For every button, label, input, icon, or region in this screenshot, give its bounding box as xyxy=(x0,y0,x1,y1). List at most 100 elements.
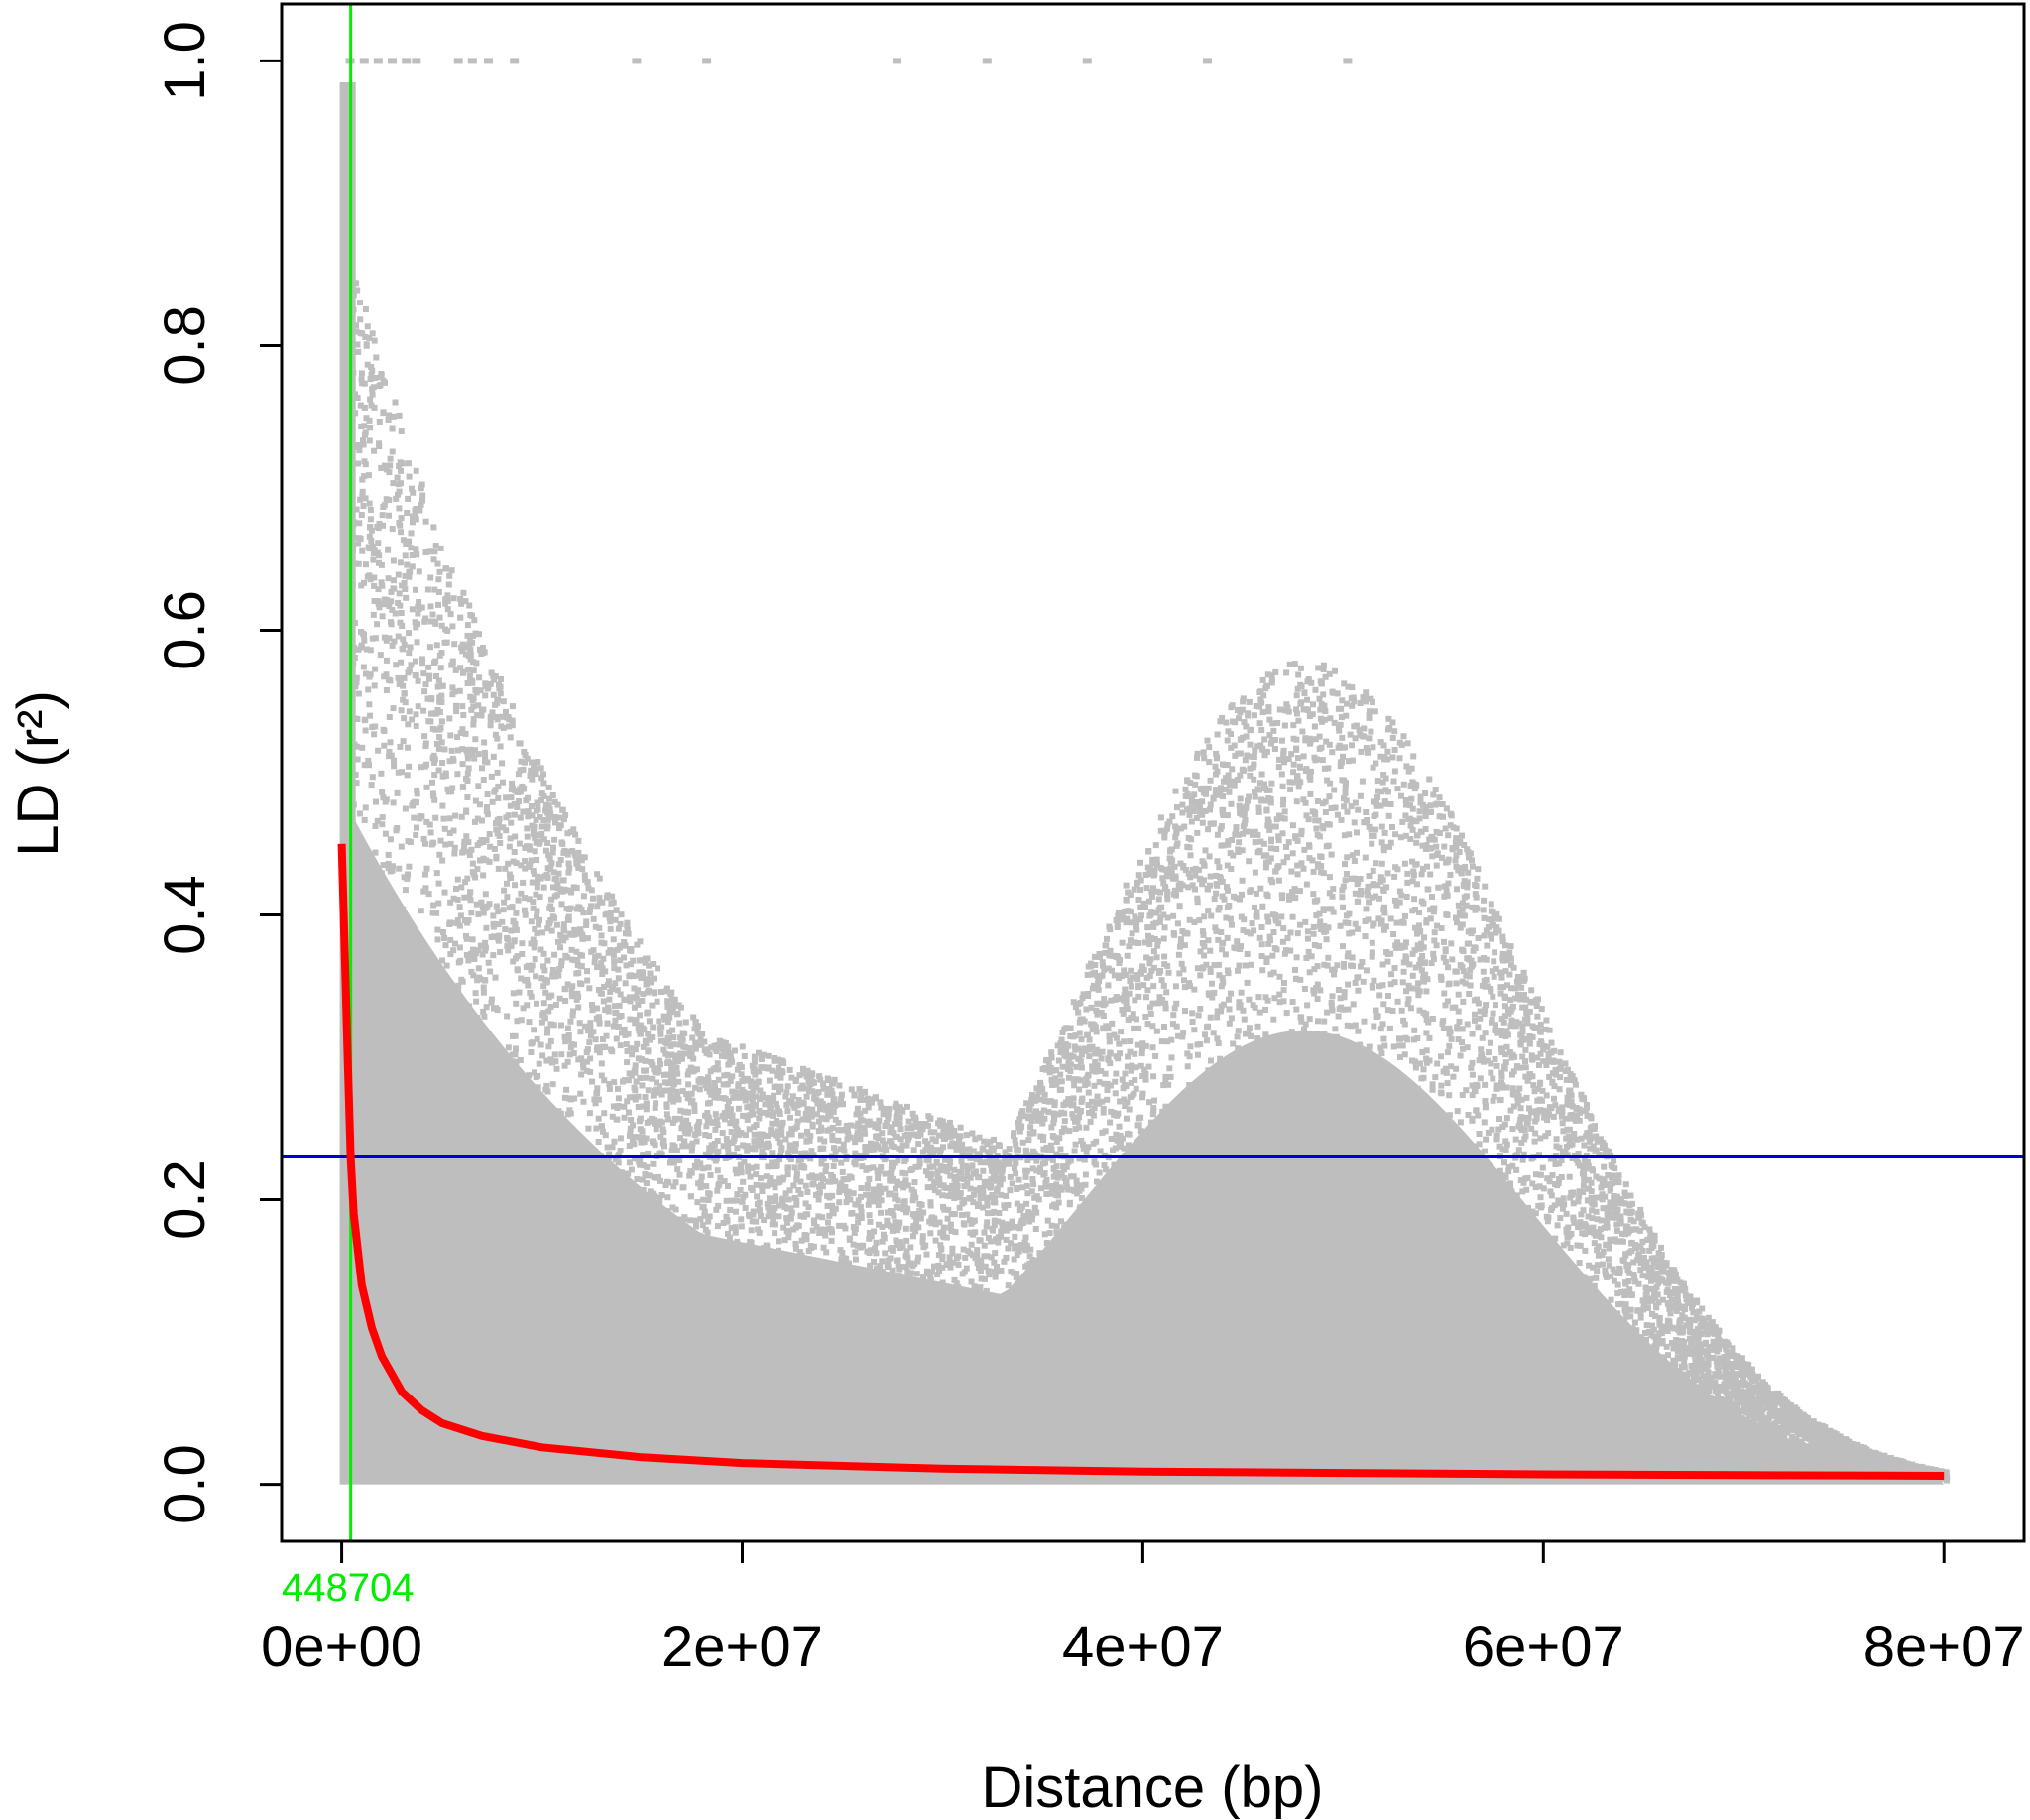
scatter-point xyxy=(794,1118,801,1125)
scatter-point xyxy=(1402,797,1409,803)
scatter-point xyxy=(345,800,352,807)
scatter-point xyxy=(1358,888,1364,894)
scatter-point xyxy=(1379,1021,1386,1028)
scatter-point xyxy=(1374,882,1381,889)
scatter-point xyxy=(1150,983,1157,990)
scatter-point xyxy=(473,901,480,908)
scatter-point xyxy=(1295,778,1302,785)
scatter-point xyxy=(1178,960,1185,967)
scatter-point xyxy=(606,1080,613,1087)
scatter-point xyxy=(633,1078,640,1085)
scatter-point xyxy=(1576,1260,1583,1266)
scatter-point xyxy=(771,1097,777,1104)
scatter-point xyxy=(371,404,378,411)
scatter-point xyxy=(1547,1155,1554,1162)
scatter-point xyxy=(1739,1365,1746,1372)
scatter-point xyxy=(1213,890,1220,897)
scatter-point xyxy=(1420,944,1427,951)
scatter-point xyxy=(1093,1029,1100,1035)
scatter-point xyxy=(1280,998,1287,1005)
scatter-point xyxy=(1311,1063,1318,1070)
scatter-point xyxy=(1659,1262,1666,1268)
scatter-point xyxy=(799,1099,806,1106)
scatter-point xyxy=(1690,1393,1697,1399)
scatter-point xyxy=(429,779,435,786)
scatter-point xyxy=(1667,1310,1674,1317)
scatter-point xyxy=(909,1110,916,1117)
scatter-point xyxy=(904,1308,911,1315)
scatter-point xyxy=(527,846,534,853)
scatter-point xyxy=(857,1203,864,1210)
scatter-point xyxy=(1220,778,1227,785)
scatter-point xyxy=(1380,1059,1387,1066)
scatter-point xyxy=(460,589,467,596)
scatter-point xyxy=(1337,995,1344,1002)
scatter-point xyxy=(776,1139,783,1146)
scatter-point xyxy=(1371,833,1377,839)
scatter-point xyxy=(1513,1019,1520,1026)
scatter-point xyxy=(1298,1018,1305,1025)
scatter-point xyxy=(1199,928,1206,935)
scatter-point xyxy=(1490,922,1496,929)
scatter-point xyxy=(1512,1136,1519,1143)
scatter-point xyxy=(580,1064,587,1071)
scatter-point xyxy=(1444,1166,1451,1173)
scatter-point xyxy=(352,771,359,778)
scatter-point xyxy=(755,1285,762,1292)
scatter-point xyxy=(1468,963,1475,970)
scatter-point xyxy=(1194,829,1201,836)
scatter-point xyxy=(1653,1343,1660,1350)
scatter-point xyxy=(830,1080,837,1087)
scatter-point xyxy=(586,1039,593,1046)
scatter-point xyxy=(1001,1258,1008,1265)
scatter-point xyxy=(404,929,411,936)
scatter-point xyxy=(518,890,525,897)
scatter-point xyxy=(1586,1138,1593,1145)
scatter-point xyxy=(1177,825,1184,832)
scatter-point xyxy=(1259,903,1266,910)
scatter-point xyxy=(1709,1395,1716,1402)
scatter-point xyxy=(441,889,448,896)
scatter-point xyxy=(1297,681,1304,688)
scatter-point xyxy=(422,681,429,688)
scatter-point xyxy=(1070,1053,1077,1060)
scatter-point xyxy=(1280,796,1287,803)
scatter-point xyxy=(1320,825,1327,832)
scatter-point xyxy=(969,1130,976,1137)
scatter-point xyxy=(1663,1262,1670,1269)
scatter-point xyxy=(555,870,562,877)
scatter-point xyxy=(522,911,529,918)
scatter-point xyxy=(984,1202,991,1209)
scatter-point xyxy=(923,1268,930,1274)
scatter-point xyxy=(1371,1023,1377,1030)
scatter-point xyxy=(523,797,530,804)
scatter-point xyxy=(784,1171,791,1178)
scatter-point xyxy=(1440,1123,1447,1130)
scatter-point xyxy=(605,1206,612,1213)
scatter-point xyxy=(1104,1080,1111,1087)
scatter-point xyxy=(894,1242,900,1249)
scatter-point xyxy=(1580,1188,1587,1195)
scatter-point xyxy=(1518,1140,1525,1146)
scatter-point xyxy=(1457,912,1464,919)
scatter-point xyxy=(868,1233,875,1240)
scatter-point xyxy=(1345,981,1352,988)
scatter-point xyxy=(492,731,499,738)
scatter-point xyxy=(1557,1215,1564,1222)
scatter-point xyxy=(947,1133,954,1140)
scatter-point xyxy=(879,1223,886,1230)
scatter-point xyxy=(469,946,476,953)
scatter-point xyxy=(1497,1206,1503,1212)
scatter-point xyxy=(1617,1195,1624,1202)
scatter-point xyxy=(372,666,379,672)
scatter-point xyxy=(341,449,348,456)
scatter-point xyxy=(649,1075,656,1082)
scatter-point xyxy=(964,1211,971,1218)
scatter-point xyxy=(623,930,629,937)
scatter-point xyxy=(1475,1112,1482,1119)
scatter-point xyxy=(1226,789,1233,795)
scatter-point xyxy=(964,1173,971,1180)
scatter-point xyxy=(367,712,373,719)
scatter-point xyxy=(431,759,437,766)
scatter-point xyxy=(1391,897,1398,904)
